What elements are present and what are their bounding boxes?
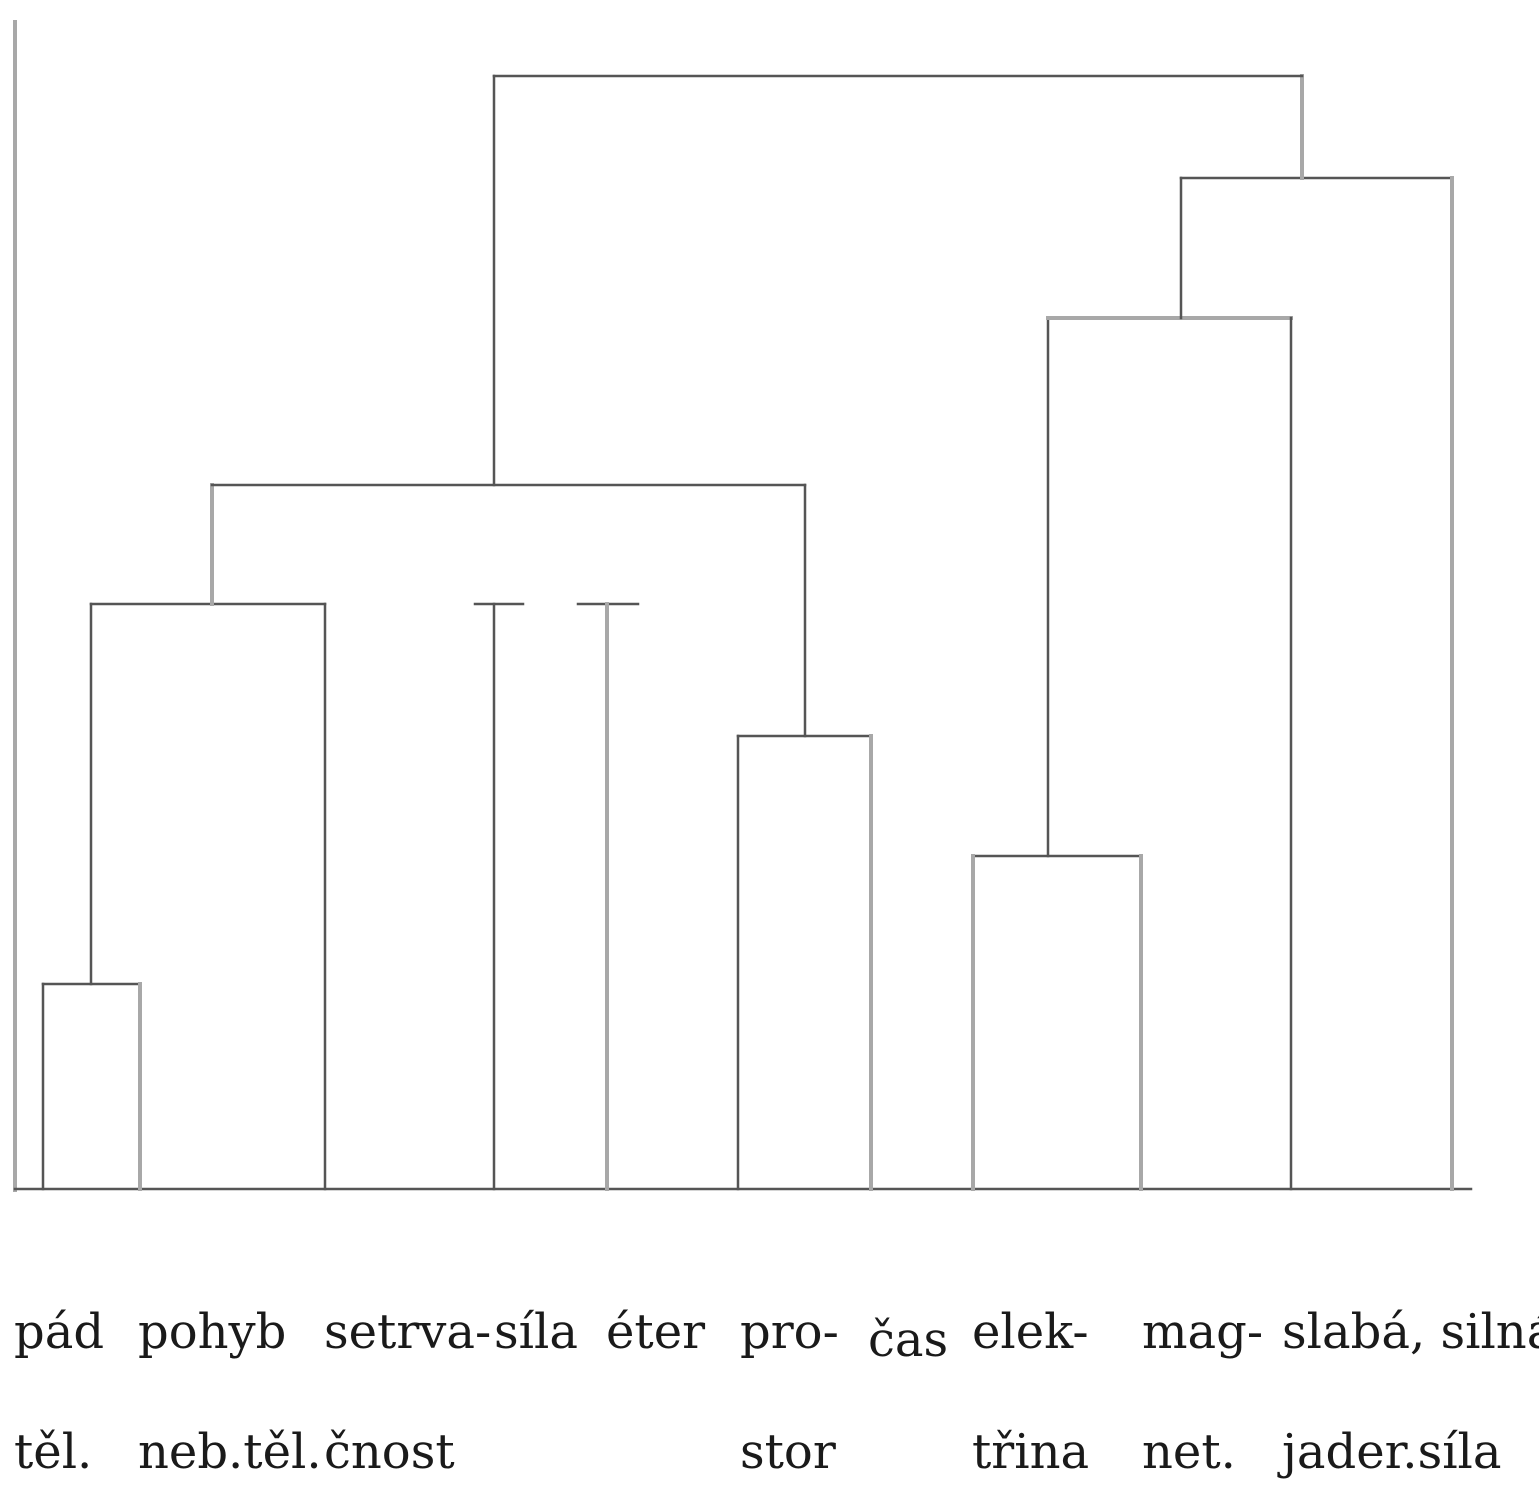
leaf-label-cas: čas: [868, 1240, 948, 1400]
leaf-label-prostor: pro- stor: [740, 1232, 839, 1512]
leaf-label-line: net.: [1142, 1424, 1236, 1480]
leaf-label-pad: pád těl.: [14, 1232, 104, 1512]
leaf-label-line: slabá, silná: [1282, 1304, 1539, 1360]
leaf-label-line: pro-: [740, 1304, 839, 1360]
leaf-label-setrvacnost: setrva- čnost: [324, 1232, 491, 1512]
leaf-label-sila: síla: [494, 1232, 578, 1392]
leaf-label-slaba-silna: slabá, silná jader.síla: [1282, 1232, 1539, 1512]
leaf-label-line: pohyb: [138, 1304, 287, 1360]
leaf-label-elektrina: elek- třina: [972, 1232, 1089, 1512]
leaf-label-line: jader.síla: [1282, 1424, 1502, 1480]
dendrogram: [13, 20, 1473, 1192]
leaf-label-eter: éter: [606, 1232, 705, 1392]
leaf-label-line: čas: [868, 1312, 949, 1368]
dendrogram-links: [13, 20, 1473, 1192]
leaf-label-line: pád: [14, 1304, 105, 1360]
leaf-label-line: neb.těl.: [138, 1424, 322, 1480]
leaf-label-line: třina: [972, 1424, 1090, 1480]
leaf-label-line: setrva-: [324, 1304, 492, 1360]
leaf-label-line: mag-: [1142, 1304, 1264, 1360]
leaf-label-line: síla: [494, 1304, 578, 1360]
leaf-label-pohyb: pohyb neb.těl.: [138, 1232, 322, 1512]
leaf-label-magnet: mag- net.: [1142, 1232, 1263, 1512]
leaf-label-line: těl.: [14, 1424, 93, 1480]
leaf-label-line: éter: [606, 1304, 706, 1360]
leaf-label-line: elek-: [972, 1304, 1089, 1360]
leaf-label-line: čnost: [324, 1424, 455, 1480]
leaf-label-line: stor: [740, 1424, 836, 1480]
